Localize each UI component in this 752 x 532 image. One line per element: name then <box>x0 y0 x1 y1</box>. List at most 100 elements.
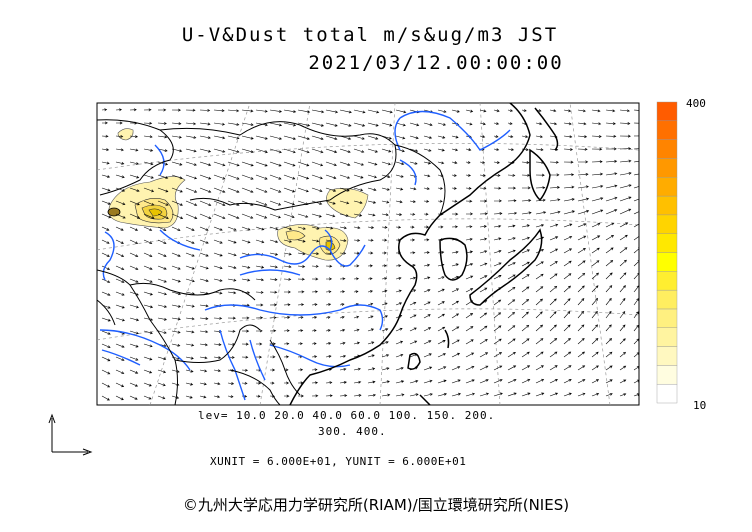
colorbar-swatch <box>656 120 678 140</box>
wind-arrow <box>115 317 125 322</box>
wind-arrow <box>255 355 263 359</box>
wind-arrow <box>367 148 379 153</box>
wind-arrow <box>115 252 125 257</box>
wind-arrow <box>115 395 124 401</box>
wind-arrow <box>367 187 377 192</box>
wind-arrow <box>423 238 430 242</box>
wind-arrow <box>395 213 403 216</box>
wind-arrow <box>479 160 486 164</box>
wind-arrow <box>619 134 631 138</box>
wind-arrow <box>269 303 278 307</box>
wind-arrow <box>549 351 558 358</box>
wind-arrow <box>493 186 502 190</box>
wind-arrow <box>619 310 626 319</box>
wind-arrow <box>157 304 168 308</box>
wind-arrow <box>437 392 448 397</box>
wind-arrow <box>591 297 599 306</box>
wind-arrow <box>115 278 125 283</box>
wind-arrow <box>367 264 373 268</box>
wind-arrow <box>493 224 502 228</box>
wind-arrow <box>423 148 432 152</box>
wind-arrow <box>171 317 181 321</box>
wind-arrow <box>479 250 488 254</box>
wind-arrow <box>297 277 305 281</box>
wind-arrow <box>591 135 602 138</box>
wind-arrow <box>367 122 379 127</box>
wind-arrow <box>157 213 169 219</box>
wind-arrow <box>577 209 590 215</box>
wind-arrow <box>269 381 275 385</box>
wind-arrow <box>493 212 503 215</box>
wind-arrow <box>619 365 627 371</box>
wind-arrow <box>577 324 585 332</box>
wind-arrow <box>255 213 268 219</box>
wind-arrow <box>577 147 588 151</box>
wind-arrow <box>619 196 632 202</box>
wind-arrow <box>465 365 475 371</box>
wind-arrow <box>591 184 604 189</box>
wind-arrow <box>619 285 626 293</box>
wind-arrow <box>311 252 320 256</box>
wind-arrow <box>171 174 183 180</box>
wind-arrow <box>283 316 291 320</box>
wind-arrow <box>297 290 305 294</box>
wind-arrow <box>339 354 347 358</box>
wind-arrow <box>479 109 487 113</box>
wind-arrow <box>157 369 167 374</box>
wind-arrow <box>241 174 254 180</box>
wind-arrow <box>171 200 183 206</box>
wind-arrow <box>171 122 182 126</box>
wind-arrow <box>549 392 559 397</box>
wind-arrow <box>353 213 363 217</box>
wind-arrow <box>325 135 338 140</box>
wind-arrow <box>563 260 572 267</box>
wind-arrow <box>339 239 347 242</box>
wind-arrow <box>213 343 222 346</box>
wind-arrow <box>129 239 139 244</box>
wind-arrow <box>171 252 181 257</box>
wind-arrow <box>213 109 225 113</box>
wind-arrow <box>465 109 474 113</box>
wind-arrow <box>255 109 268 113</box>
wind-arrow <box>339 277 346 281</box>
wind-arrow <box>535 298 543 306</box>
wind-arrow <box>591 351 599 358</box>
wind-arrow <box>381 122 393 127</box>
wind-arrow <box>129 226 139 231</box>
wind-arrow <box>479 212 488 216</box>
wind-arrow <box>409 340 418 345</box>
wind-arrow <box>633 247 639 254</box>
wind-arrow <box>143 187 155 193</box>
wind-arrow <box>157 121 167 125</box>
wind-arrow <box>311 394 319 398</box>
wind-arrow <box>619 338 626 345</box>
wind-arrow <box>619 222 629 228</box>
wind-arrow <box>605 259 614 267</box>
wind-arrow <box>269 290 278 294</box>
wind-arrow <box>591 337 599 345</box>
wind-arrow <box>325 394 333 398</box>
wind-arrow <box>283 394 290 398</box>
wind-arrow <box>115 239 124 244</box>
wind-arrow <box>507 274 516 280</box>
wind-arrow <box>563 324 571 332</box>
wind-arrow <box>101 148 110 152</box>
wind-arrow <box>185 161 197 166</box>
wind-arrow <box>241 355 249 359</box>
wind-arrow <box>423 314 431 319</box>
wind-arrow <box>493 275 502 280</box>
wind-arrow <box>521 236 530 241</box>
wind-arrow <box>381 289 388 293</box>
wind-arrow <box>451 300 460 306</box>
wind-arrow <box>101 252 110 257</box>
wind-arrow <box>157 187 169 193</box>
wind-arrow <box>143 356 153 361</box>
borders <box>97 119 446 405</box>
wind-arrow <box>619 297 626 306</box>
rivers <box>99 110 511 401</box>
wind-arrow <box>381 200 390 204</box>
wind-arrow <box>409 148 419 152</box>
wind-arrow <box>423 327 432 332</box>
wind-arrow <box>479 122 486 126</box>
wind-arrow <box>241 342 249 346</box>
